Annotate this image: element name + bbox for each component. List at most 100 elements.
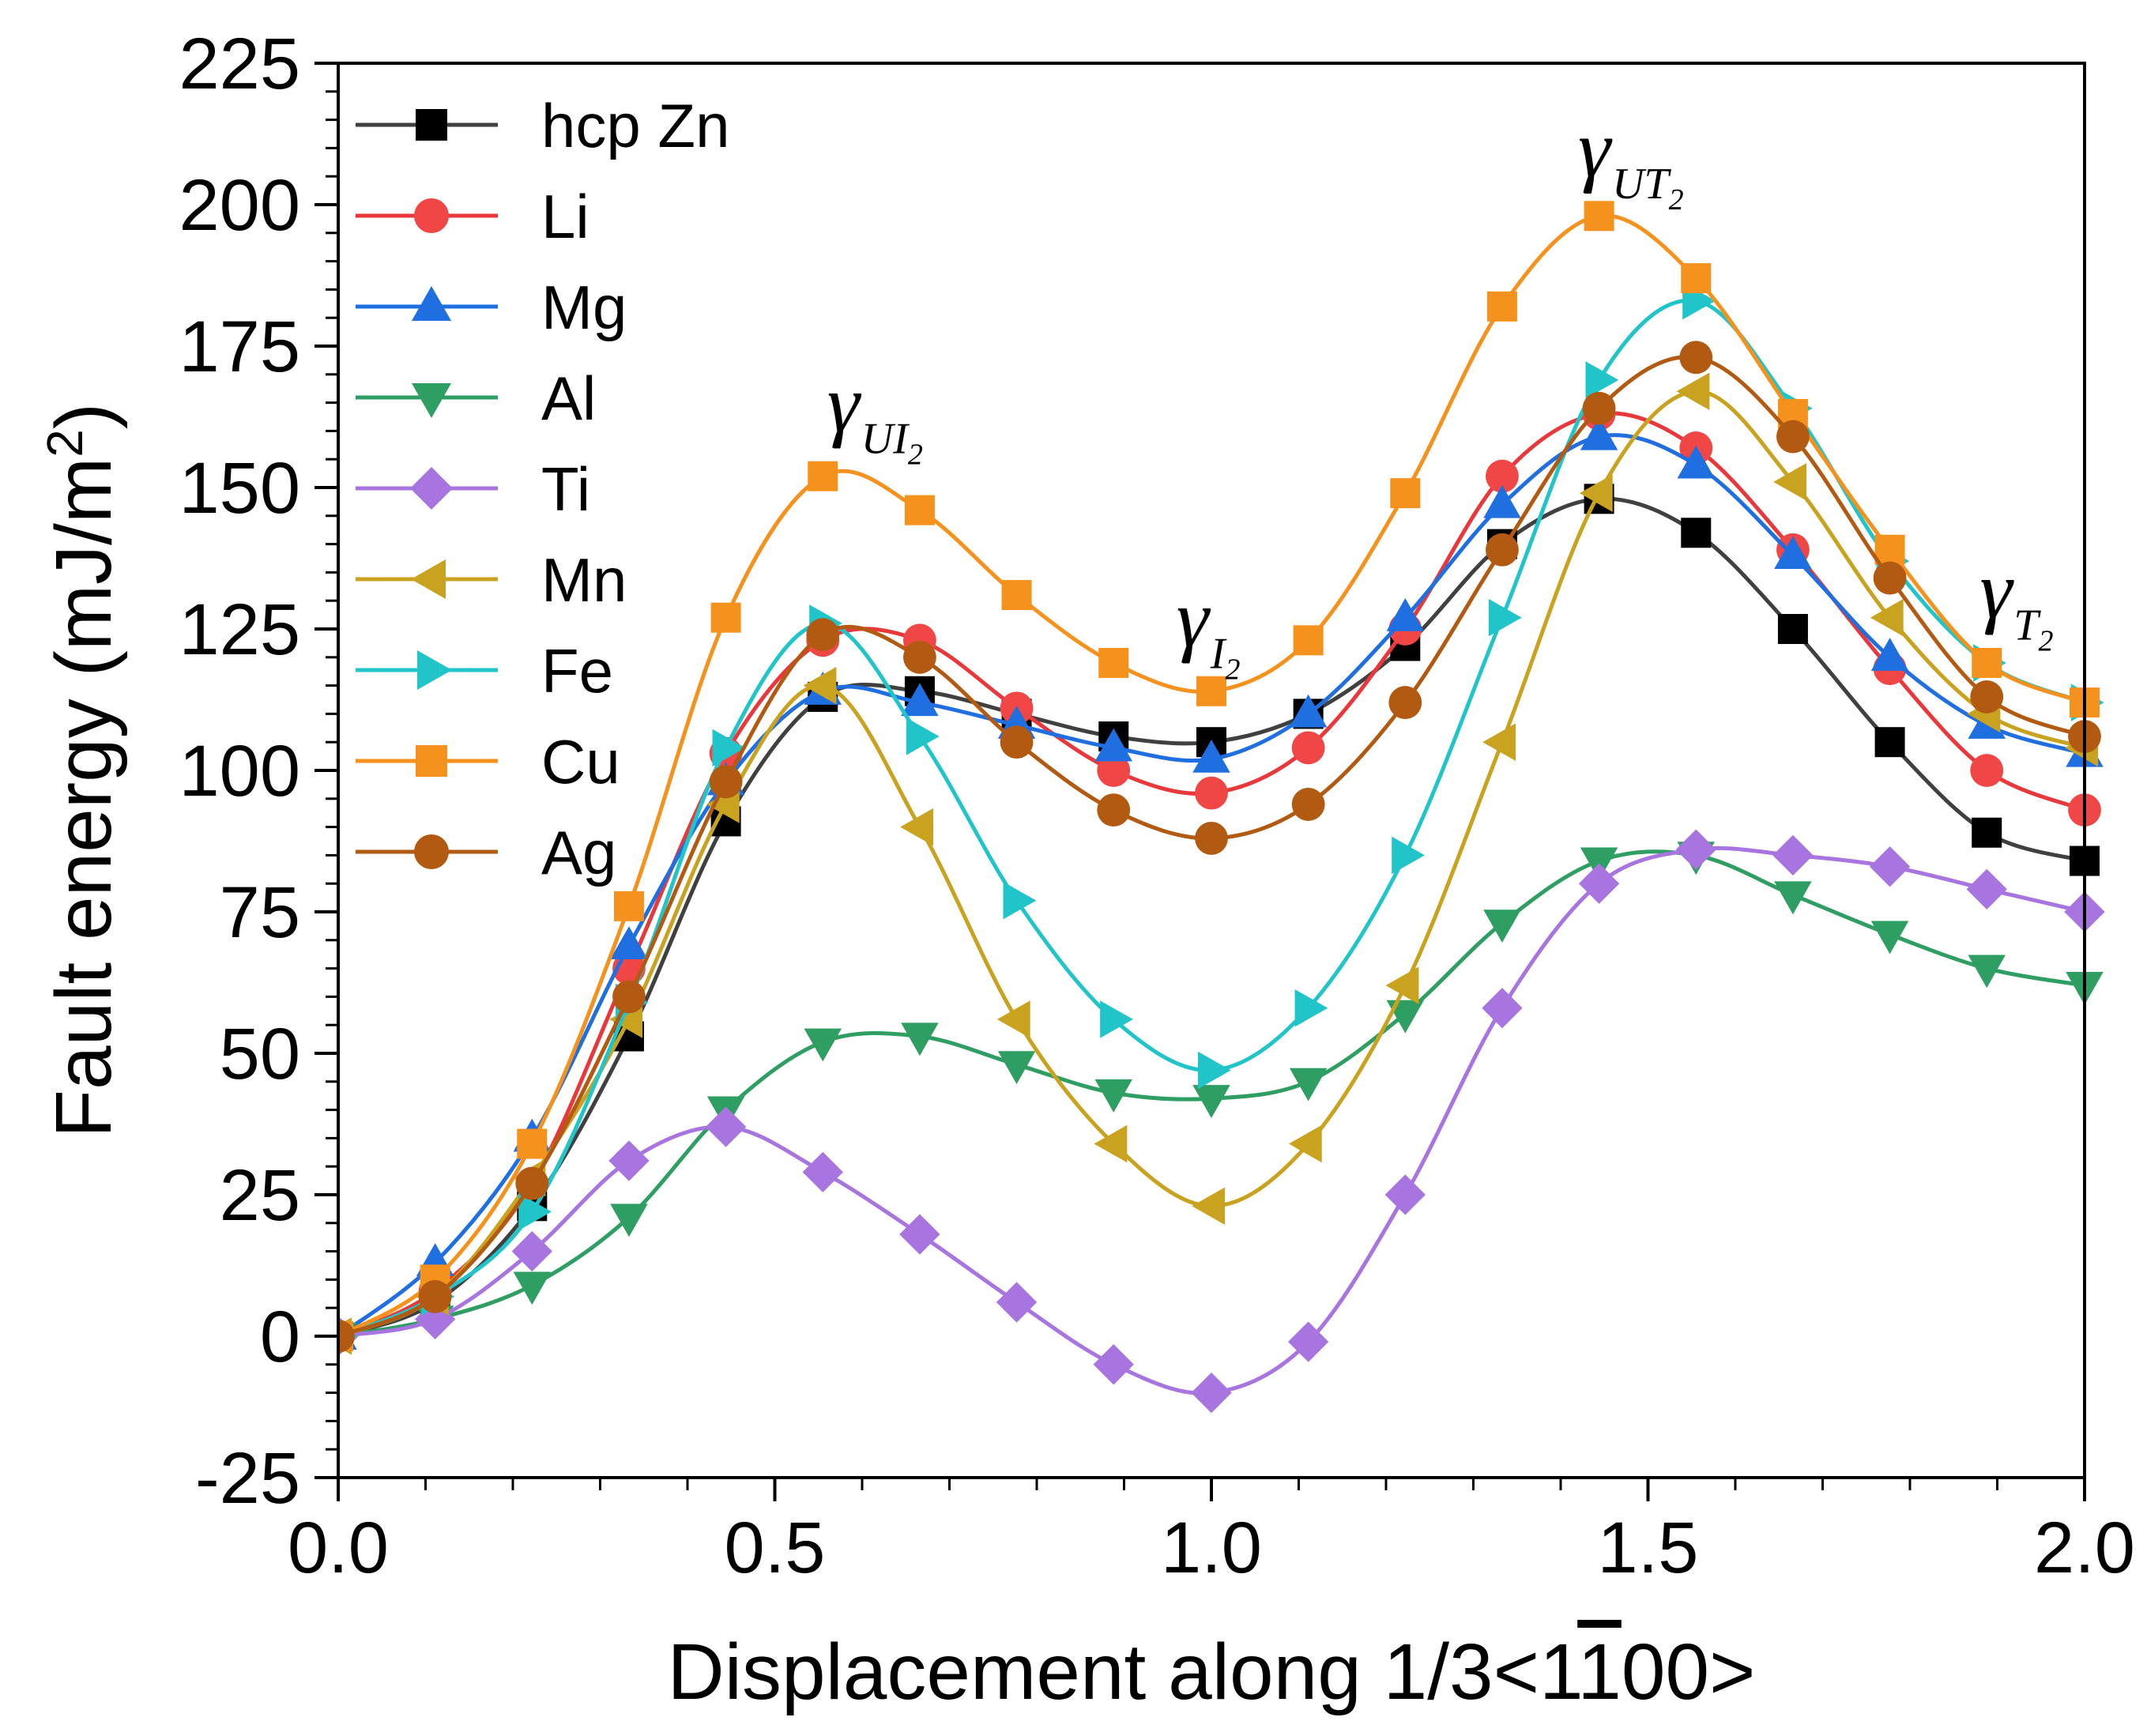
data-point-mn: [1676, 372, 1710, 411]
legend-label: Ag: [541, 818, 616, 887]
data-point-al: [1774, 881, 1812, 915]
data-point-al: [1483, 909, 1521, 943]
data-point-ag: [418, 1279, 452, 1313]
data-point-cu: [1001, 580, 1032, 611]
data-point-cu: [613, 891, 644, 921]
legend-marker: [412, 383, 451, 418]
data-point-mg: [1580, 416, 1618, 450]
data-point-mn: [1773, 463, 1807, 501]
data-point-ti: [1482, 988, 1523, 1029]
data-point-hcp-zn: [1777, 614, 1808, 644]
y-tick-label: 150: [179, 448, 301, 529]
data-point-li: [1291, 731, 1325, 765]
data-point-cu: [1972, 647, 2002, 678]
data-point-al: [901, 1022, 939, 1056]
data-point-al: [1968, 955, 2006, 989]
data-point-mg: [1774, 536, 1812, 570]
data-point-al: [1870, 921, 1909, 955]
series-mg: [338, 416, 2104, 1350]
data-point-li: [1970, 754, 2004, 787]
data-point-ti: [1288, 1321, 1329, 1362]
data-point-ti: [996, 1282, 1038, 1323]
data-point-ag: [1970, 680, 2004, 714]
x-tick-label: 1.0: [1161, 1508, 1262, 1588]
data-point-al: [610, 1203, 648, 1237]
data-point-ag: [612, 980, 646, 1014]
legend-marker: [411, 559, 446, 599]
legend: hcp Zn Li Mg Al Ti Mn Fe Cu Ag: [356, 91, 729, 887]
series-ag: [338, 341, 2101, 1353]
y-tick-label: 50: [220, 1014, 300, 1094]
data-point-ag: [806, 618, 840, 652]
annotation-t-2: γT2: [1979, 545, 2053, 658]
data-point-mn: [1579, 474, 1613, 512]
legend-item-cu: Cu: [356, 727, 620, 796]
data-point-ag: [1679, 341, 1713, 375]
data-point-ag: [338, 1320, 355, 1353]
data-point-ti: [1384, 1174, 1426, 1215]
data-point-mn: [1192, 1187, 1226, 1226]
data-point-mn: [1094, 1124, 1128, 1163]
data-point-fe: [1100, 1000, 1133, 1038]
data-point-al: [804, 1028, 842, 1062]
data-point-ag: [1486, 533, 1519, 567]
data-point-hcp-zn: [1681, 518, 1712, 548]
data-point-mg: [610, 926, 648, 960]
x-axis-title: Displacement along 1/3<1100>: [668, 1628, 1756, 1716]
data-point-mn: [1870, 598, 1904, 637]
x-tick-label: 1.5: [1598, 1508, 1699, 1588]
data-point-mg: [1192, 739, 1230, 773]
data-point-ti: [1966, 868, 2007, 910]
y-tick-label: 75: [220, 872, 300, 953]
data-point-cu: [1293, 625, 1324, 656]
data-point-al: [1289, 1068, 1328, 1101]
legend-item-al: Al: [356, 363, 596, 433]
legend-marker: [414, 198, 449, 233]
series-cu: [338, 201, 2100, 1351]
legend-label: Fe: [541, 636, 613, 706]
data-point-fe: [518, 1192, 552, 1231]
data-point-ag: [1582, 391, 1616, 425]
data-point-cu: [1098, 647, 1129, 678]
data-point-mg: [1289, 694, 1328, 728]
data-point-ag: [515, 1166, 549, 1200]
data-point-ti: [1191, 1372, 1232, 1414]
data-point-cu: [1390, 478, 1421, 509]
data-point-ti: [1578, 863, 1620, 904]
y-tick-label: 175: [179, 307, 301, 387]
legend-marker: [416, 109, 447, 141]
annotation-i-2: γI2: [1177, 573, 1241, 686]
data-point-li: [1195, 776, 1228, 810]
y-tick-label: -25: [195, 1438, 300, 1519]
data-point-cu: [1584, 201, 1614, 232]
data-point-mn: [996, 1000, 1030, 1038]
data-point-cu: [1196, 676, 1226, 706]
legend-label: Al: [541, 363, 596, 433]
data-point-mn: [1288, 1124, 1322, 1163]
data-point-ag: [1776, 420, 1810, 454]
data-point-hcp-zn: [1972, 817, 2002, 848]
data-point-fe: [1488, 598, 1522, 637]
data-point-ti: [705, 1106, 747, 1147]
data-point-al: [1192, 1085, 1230, 1118]
y-tick-label: 225: [179, 24, 301, 104]
legend-item-ti: Ti: [356, 454, 590, 524]
data-point-hcp-zn: [1874, 727, 1905, 758]
data-point-mg: [1870, 638, 1909, 671]
data-point-fe: [1294, 989, 1328, 1027]
axes: 0.0 0.5 1.0 1.5 2.0 -25 0 25 50 75 100 125 150 175 200…: [179, 24, 2135, 1588]
legend-item-mn: Mn: [356, 545, 627, 615]
data-point-al: [1094, 1079, 1132, 1113]
data-point-ti: [1772, 834, 1814, 876]
x-tick-label: 0.5: [725, 1508, 826, 1588]
data-point-ag: [1097, 793, 1131, 827]
legend-marker: [414, 834, 449, 869]
data-point-ti: [1869, 846, 1911, 887]
y-tick-label: 125: [179, 589, 301, 670]
data-point-al: [997, 1051, 1036, 1085]
data-point-fe: [1197, 1051, 1231, 1090]
data-point-ti: [608, 1140, 650, 1181]
legend-item-mg: Mg: [356, 273, 627, 342]
data-point-fe: [1585, 361, 1619, 399]
data-point-cu: [517, 1128, 548, 1159]
